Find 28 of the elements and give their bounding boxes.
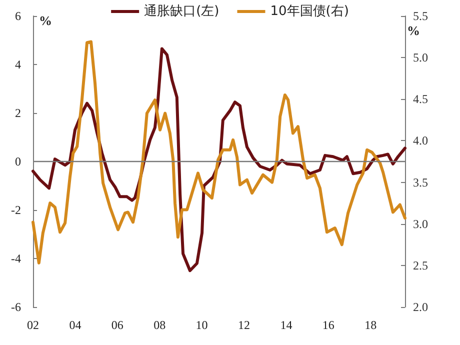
x-tick-label: 08 [154,318,166,332]
y2-tick-label: 4.5 [413,92,428,106]
x-tick-label: 12 [238,318,250,332]
x-tick-label: 18 [364,318,377,332]
y-tick-label: -4 [11,252,21,266]
x-tick-label: 10 [196,318,208,332]
y2-tick-label: 4.0 [413,134,428,148]
x-tick-label: 04 [69,318,82,332]
y-tick-label: -6 [11,300,21,314]
y2-tick-label: 5.0 [413,50,428,65]
y-tick-label: 0 [15,154,21,168]
y-tick-label: 4 [15,58,21,72]
y2-tick-label: 2.0 [413,300,428,314]
y-tick-label: 2 [15,106,21,120]
x-tick-label: 16 [322,318,334,332]
y2-tick-label: 2.5 [413,258,428,272]
x-tick-label: 06 [111,318,124,332]
y2-tick-label: 3.5 [413,175,428,190]
y-axis-title: % [39,13,52,28]
legend-label: 10年国债(右) [270,4,349,19]
y-tick-label: -2 [11,203,21,217]
x-tick-label: 02 [27,318,39,332]
y-tick-label: 6 [15,9,21,23]
y2-tick-label: 5.5 [413,9,428,23]
y2-axis-title: % [407,23,420,38]
x-tick-label: 14 [280,318,292,332]
legend-label: 通胀缺口(左) [144,4,220,19]
y2-tick-label: 3.0 [413,216,428,231]
